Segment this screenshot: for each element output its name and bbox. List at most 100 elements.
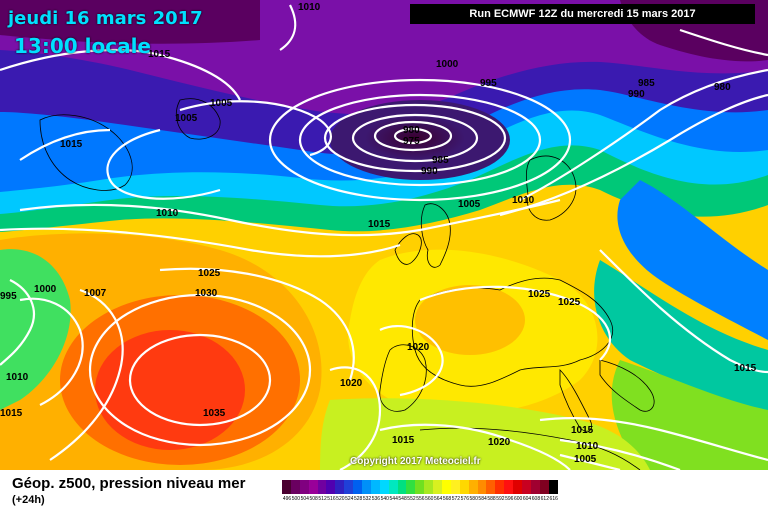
legend-value-label: 616 (549, 496, 558, 502)
legend-value-label: 564 (433, 496, 443, 502)
legend-swatch: 504 (299, 480, 309, 502)
isobar-1007 (49, 288, 124, 461)
legend-swatch: 516 (326, 480, 336, 502)
isobar-label: 1005 (458, 199, 481, 210)
isobar-label: 1025 (558, 297, 581, 308)
legend-value-label: 580 (469, 496, 478, 502)
legend-value-label: 516 (327, 496, 336, 502)
isobar-label: 1005 (574, 454, 597, 465)
legend-swatch: 560 (424, 480, 433, 502)
isobar-975 (393, 127, 433, 145)
isobar-label: 1015 (0, 408, 23, 419)
legend-value-label: 548 (398, 496, 407, 502)
isobar-1020-c (379, 423, 571, 470)
field-red-sw (95, 330, 245, 450)
coast-italy (559, 369, 593, 432)
legend-swatch: 512 (317, 480, 327, 502)
isobar-label: 1010 (6, 372, 29, 383)
isobar-1015-w (19, 128, 111, 161)
field-magenta-nw (0, 0, 260, 44)
isobar-label: 995 (0, 291, 17, 302)
legend-value-label: 524 (345, 496, 354, 502)
isobar-label: 1000 (34, 284, 57, 295)
field-se-green (611, 360, 768, 470)
isobar-985 (351, 113, 479, 163)
legend-value-label: 588 (487, 496, 496, 502)
isobar-label: 995 (480, 78, 497, 89)
isobar-label: 1030 (195, 288, 218, 299)
isobar-label: 1015 (571, 425, 594, 436)
isobar-1005-d (559, 453, 621, 470)
legend-value-label: 508 (309, 496, 318, 502)
legend-swatch: 496 (282, 480, 291, 502)
isobar-label: 990 (628, 89, 645, 100)
isobar-1010-e (559, 438, 681, 470)
isobar-1015-mid (0, 227, 401, 258)
isobar-1010-c (19, 198, 561, 237)
coast-iceland (176, 98, 221, 140)
legend-swatch: 612 (539, 480, 549, 502)
legend-swatch: 548 (397, 480, 407, 502)
isobar-label: 1020 (407, 342, 430, 353)
legend-value-label: 600 (513, 496, 523, 502)
isobar-label: 980 (403, 125, 420, 136)
coast-iberia (379, 344, 427, 412)
legend-swatch: 532 (362, 480, 371, 502)
isobar-1020-b (329, 366, 382, 470)
map-parameter-title: Géop. z500, pression niveau mer (12, 475, 246, 492)
legend-value-label: 520 (336, 496, 345, 502)
isobar-label: 1010 (576, 441, 599, 452)
field-west-green (0, 249, 71, 410)
legend-value-label: 568 (442, 496, 452, 502)
forecast-time: 13:00 locale (14, 34, 151, 58)
isobar-label: 1005 (175, 113, 198, 124)
legend-swatch: 564 (433, 480, 442, 502)
legend-swatch: 540 (379, 480, 389, 502)
map-canvas: 1010 1015 1005 1005 1015 1000 995 980 97… (0, 0, 768, 470)
legend-swatch: 556 (415, 480, 425, 502)
isobar-label: 1010 (512, 195, 535, 206)
legend-swatch: 584 (477, 480, 487, 502)
isobar-label: 1025 (198, 268, 221, 279)
legend-value-label: 504 (300, 496, 309, 502)
forecast-map: 1010 1015 1005 1005 1015 1000 995 980 97… (0, 0, 768, 470)
legend-value-label: 532 (362, 496, 372, 502)
isobar-labels: 1010 1015 1005 1005 1015 1000 995 980 97… (0, 2, 757, 465)
isobar-1015-e (599, 249, 768, 374)
forecast-lead-time: (+24h) (12, 494, 45, 506)
map-footer: Géop. z500, pression niveau mer (+24h) 4… (0, 470, 768, 512)
isobar-label: 1015 (368, 219, 391, 230)
legend-swatch: 568 (442, 480, 451, 502)
color-scale-legend: 496 500 504 508 512 516 520 524 528 532 536 540 544 5… (282, 480, 558, 502)
isobar-995 (298, 93, 542, 187)
legend-value-label: 584 (478, 496, 487, 502)
legend-swatch: 608 (530, 480, 540, 502)
legend-swatch: 576 (459, 480, 469, 502)
model-run-label: Run ECMWF 12Z du mercredi 15 mars 2017 (410, 4, 755, 24)
legend-swatch: 524 (344, 480, 353, 502)
isobar-1010-top (279, 4, 297, 51)
isobar-1005-b (106, 128, 221, 200)
legend-value-label: 528 (353, 496, 363, 502)
legend-swatch: 616 (548, 480, 558, 502)
legend-swatch: 600 (513, 480, 522, 502)
legend-swatch: 508 (308, 480, 318, 502)
isobar-label: 1010 (156, 208, 179, 219)
isobar-label: 1000 (436, 59, 459, 70)
legend-value-label: 500 (291, 496, 301, 502)
legend-value-label: 576 (460, 496, 469, 502)
legend-value-label: 496 (282, 496, 292, 502)
isobar-label: 990 (421, 166, 438, 177)
coast-western-europe (411, 277, 613, 387)
isobar-1035 (128, 333, 272, 427)
coast-britain (420, 203, 451, 268)
isobar-label: 985 (638, 78, 655, 89)
field-east-teal (594, 260, 768, 420)
isobar-label: 1015 (392, 435, 415, 446)
legend-value-label: 592 (496, 496, 505, 502)
isobar-lines (0, 4, 768, 470)
isobar-1020-a (379, 325, 444, 397)
legend-value-label: 552 (407, 496, 416, 502)
legend-swatch: 520 (335, 480, 345, 502)
isobar-1015-nw (0, 48, 241, 101)
